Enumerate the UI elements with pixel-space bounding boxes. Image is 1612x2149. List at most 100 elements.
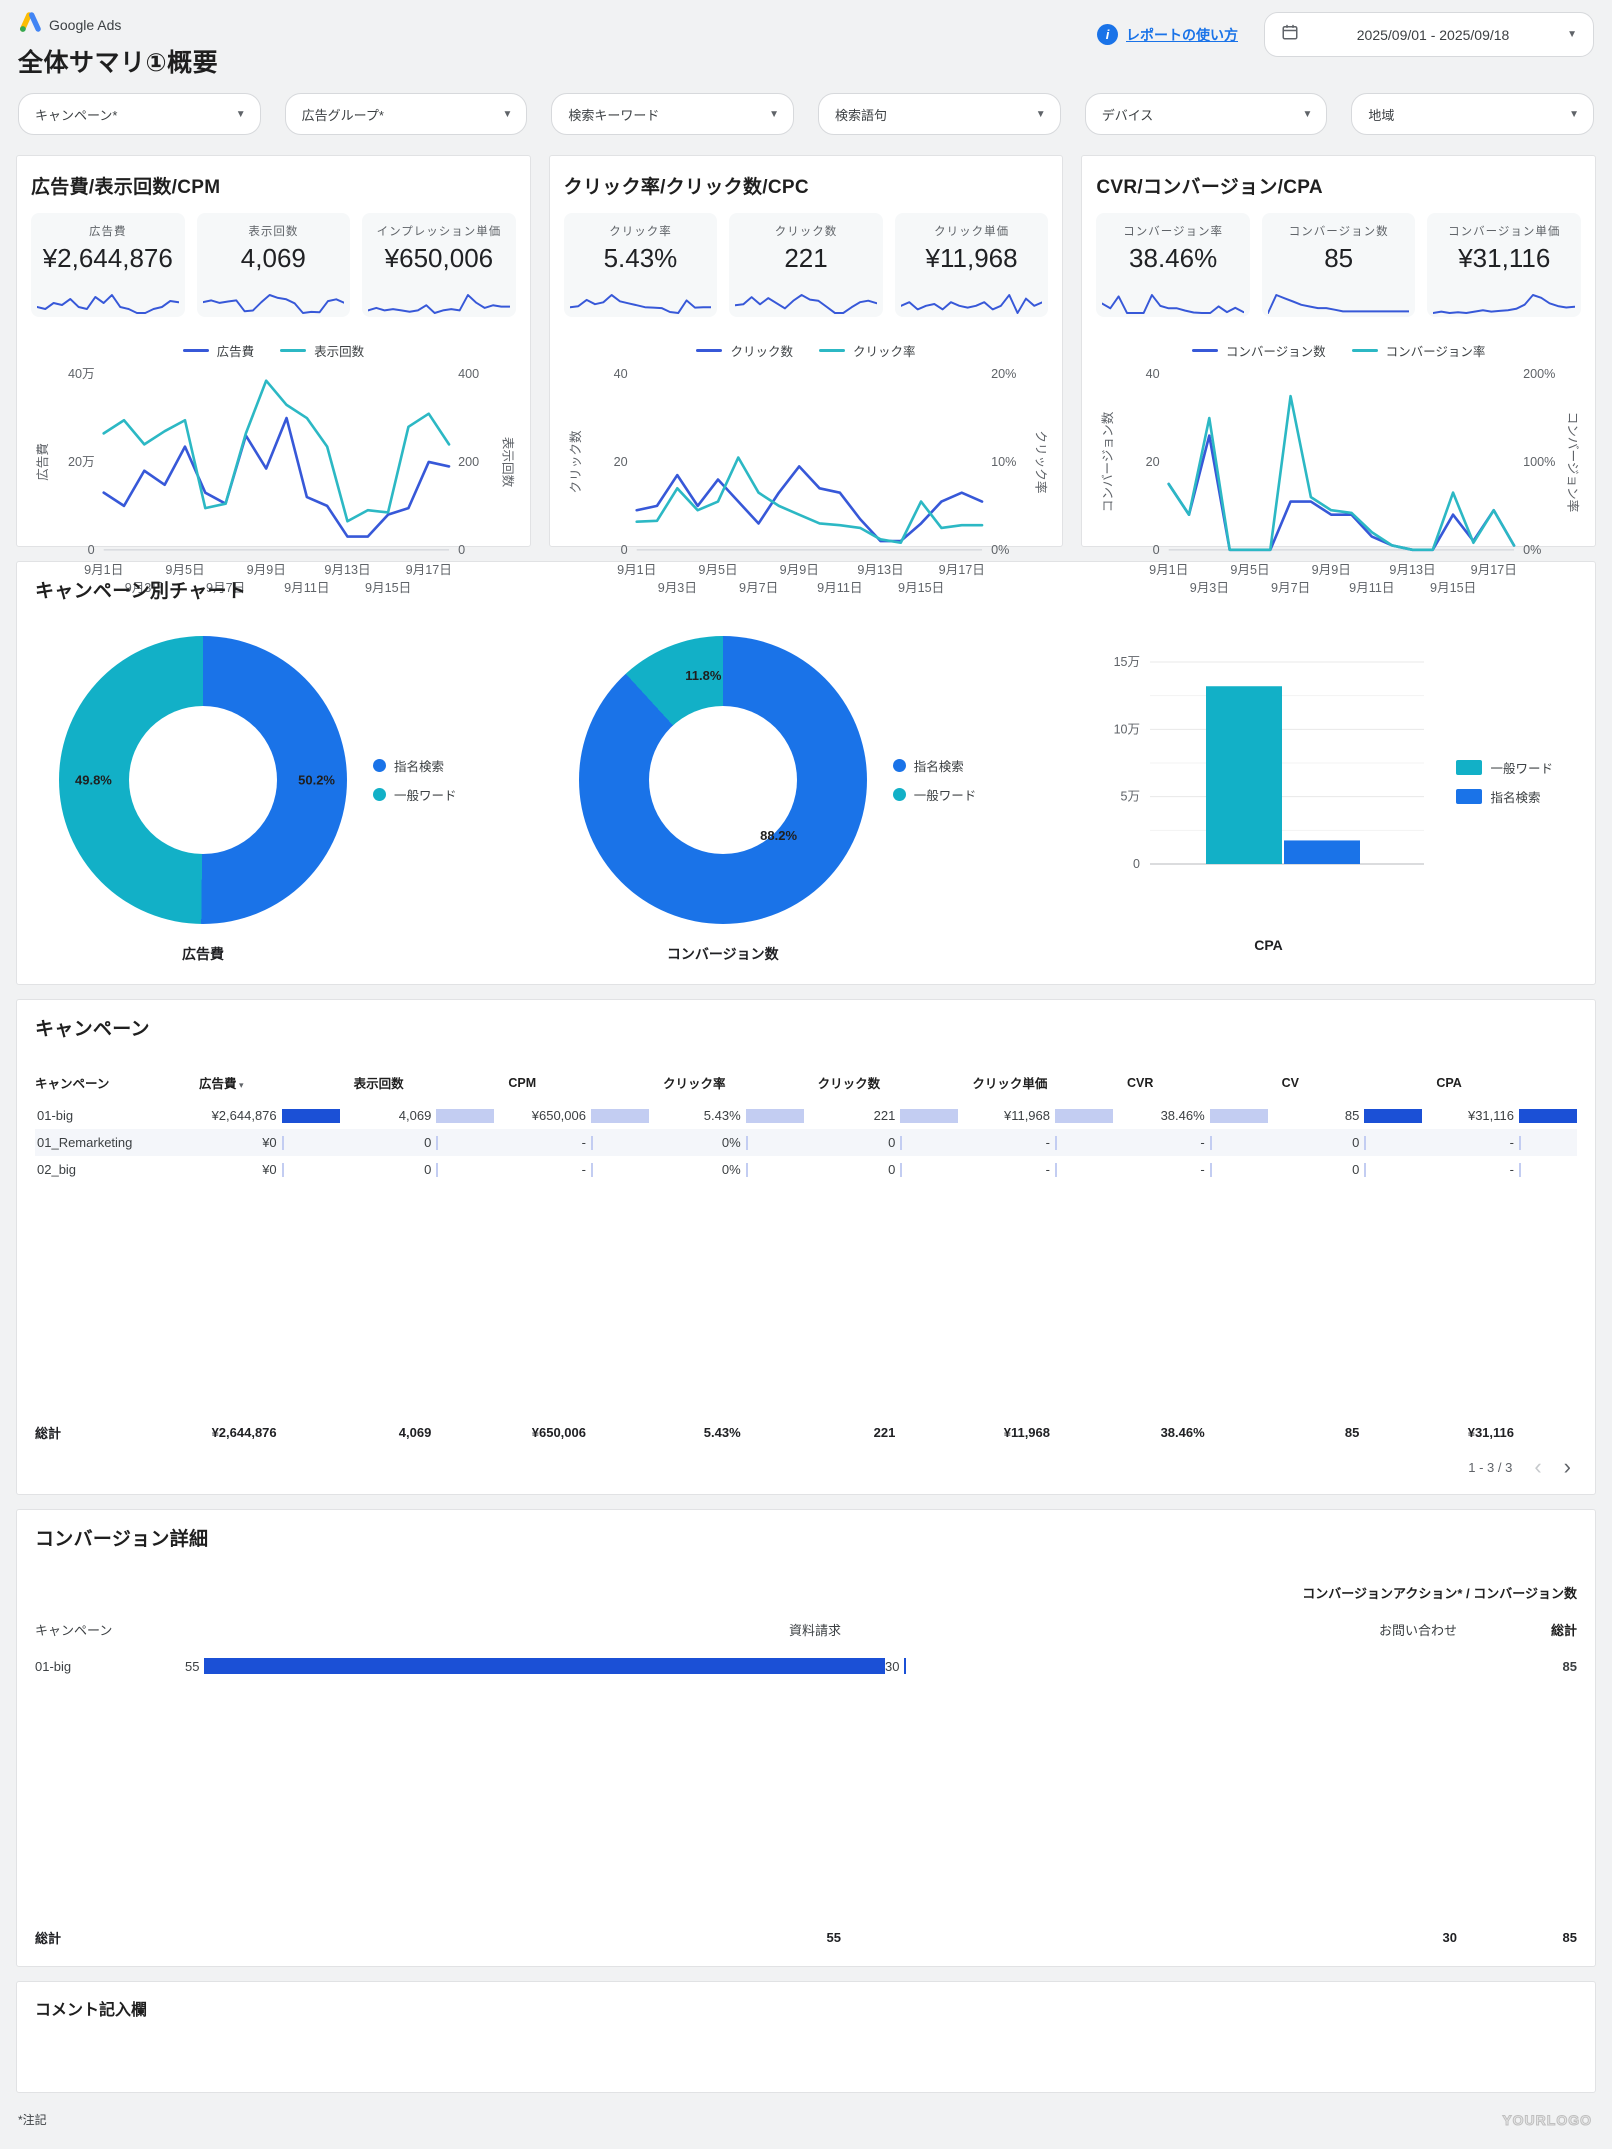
cell-bar	[900, 1108, 959, 1123]
column-header[interactable]: CPM	[508, 1075, 537, 1090]
donut-chart-ad-cost: 49.8% 50.2% 指名検索 一般ワード 広告費	[59, 635, 457, 964]
sparkline	[1102, 291, 1244, 317]
total-value: 5.43%	[703, 1424, 741, 1440]
svg-text:広告費: 広告費	[36, 443, 50, 481]
next-page-icon[interactable]: ›	[1563, 1454, 1571, 1479]
cell-bar	[1519, 1162, 1577, 1177]
overview-section: 広告費/表示回数/CPM 広告費 ¥2,644,876 表示回数 4,069 イ…	[16, 155, 1597, 595]
filter-search-keyword[interactable]: 検索キーワード ▼	[551, 93, 795, 135]
filter-region[interactable]: 地域 ▼	[1351, 93, 1595, 135]
cell-bar	[1364, 1162, 1422, 1177]
scorecard-ctr[interactable]: クリック率 5.43%	[563, 213, 718, 317]
column-header[interactable]: クリック数	[817, 1077, 881, 1091]
cell-bar	[1055, 1108, 1113, 1123]
conversion-detail-panel: コンバージョン詳細 コンバージョンアクション* / コンバージョン数 キャンペー…	[16, 1509, 1596, 1967]
legend-swatch	[182, 349, 209, 352]
column-header[interactable]: 広告費 ▾	[199, 1077, 244, 1091]
table-body: 01-big ¥2,644,876 4,069 ¥650,006 5.43% 221 ¥11…	[35, 1102, 1577, 1183]
filter-campaign[interactable]: キャンペーン* ▼	[18, 93, 261, 135]
column-header[interactable]: キャンペーン	[35, 1077, 110, 1091]
svg-text:0: 0	[88, 543, 95, 557]
cell-bar	[904, 1658, 1467, 1674]
filter-device[interactable]: デバイス ▼	[1084, 93, 1328, 135]
comment-panel[interactable]: コメント記入欄	[16, 1981, 1596, 2093]
scorecard-cvr[interactable]: コンバージョン率 38.46%	[1096, 213, 1250, 317]
svg-text:9月5日: 9月5日	[1231, 563, 1270, 577]
panel-title: CVR/コンバージョン/CPA	[1096, 177, 1323, 198]
cell-bar	[1055, 1162, 1113, 1177]
bar-legend: 一般ワード 指名検索	[1456, 758, 1553, 806]
line-chart-cvr-conversions[interactable]: 0 20 40 0% 100% 200% コンバージョン数 コンバージョン率 9月1日 9月3日 9…	[1096, 362, 1581, 605]
scorecard-cpc[interactable]: クリック単価 ¥11,968	[894, 213, 1049, 317]
scorecard-ad-cost[interactable]: 広告費 ¥2,644,876	[31, 213, 185, 317]
metric-cell: 0%	[649, 1135, 804, 1150]
cell-bar	[281, 1135, 340, 1150]
cell-bar	[281, 1108, 340, 1123]
calendar-icon	[1281, 23, 1299, 46]
scorecard-conversions[interactable]: コンバージョン数 85	[1261, 213, 1416, 317]
svg-text:9月7日: 9月7日	[1271, 581, 1310, 595]
sparkline	[900, 291, 1043, 317]
donut-ad-cost[interactable]: 49.8% 50.2%	[59, 635, 347, 924]
metric-cell: ¥11,968	[958, 1108, 1113, 1123]
svg-text:20%: 20%	[991, 367, 1016, 381]
cell-bar	[591, 1108, 649, 1123]
svg-text:表示回数: 表示回数	[501, 437, 515, 488]
total-value: ¥2,644,876	[211, 1424, 277, 1440]
column-header[interactable]: CVR	[1127, 1075, 1154, 1090]
column-header[interactable]: クリック単価	[972, 1077, 1048, 1091]
svg-text:9月3日: 9月3日	[657, 581, 696, 595]
cell-bar	[1364, 1108, 1423, 1123]
bar-chart-cpa: 0 5万 10万 15万 一般ワード 指名検索 CPA	[1098, 646, 1553, 953]
cell-bar	[745, 1162, 804, 1177]
svg-text:40万: 40万	[68, 367, 95, 381]
cpa-bar-chart[interactable]: 0 5万 10万 15万	[1098, 646, 1438, 917]
svg-text:コンバージョン数: コンバージョン数	[1101, 411, 1115, 512]
chart-legend: クリック数 クリック率	[564, 341, 1049, 360]
sparkline	[735, 291, 877, 317]
column-header[interactable]: 表示回数	[353, 1077, 404, 1091]
legend-swatch	[696, 349, 723, 352]
cell-bar	[1209, 1135, 1268, 1150]
cell-bar	[1055, 1135, 1113, 1150]
donut-conversions[interactable]: 11.8% 88.2%	[578, 635, 867, 924]
scorecard-impressions[interactable]: 表示回数 4,069	[196, 213, 351, 317]
cell-bar	[204, 1658, 885, 1674]
metric-cell: 4,069	[340, 1108, 495, 1123]
chevron-down-icon: ▼	[769, 108, 780, 120]
metric-cell: 221	[804, 1108, 959, 1123]
cell-bar	[281, 1162, 340, 1177]
chevron-down-icon: ▼	[1567, 29, 1577, 40]
filter-ad-group[interactable]: 広告グループ* ▼	[284, 93, 528, 135]
scorecard-clicks[interactable]: クリック数 221	[729, 213, 883, 317]
svg-text:9月15日: 9月15日	[1430, 581, 1476, 595]
sort-descending-icon: ▾	[236, 1080, 244, 1090]
svg-text:40: 40	[613, 367, 627, 381]
metric-cell: 0	[804, 1162, 959, 1177]
legend-swatch	[373, 787, 386, 801]
svg-text:200%: 200%	[1523, 367, 1555, 381]
filter-search-term[interactable]: 検索語句 ▼	[818, 93, 1061, 135]
svg-text:9月13日: 9月13日	[324, 563, 370, 577]
date-range-picker[interactable]: 2025/09/01 - 2025/09/18 ▼	[1264, 12, 1594, 57]
scorecard-cpa[interactable]: コンバージョン単価 ¥31,116	[1427, 213, 1582, 317]
report-help-link[interactable]: レポートの使い方	[1126, 26, 1238, 43]
help-link-group: i レポートの使い方	[1097, 24, 1238, 45]
panel-cvr-conversions-cpa: CVR/コンバージョン/CPA コンバージョン率 38.46% コンバージョン数…	[1081, 155, 1597, 595]
line-chart-ctr-clicks[interactable]: 0 20 40 0% 10% 20% クリック数 クリック率 9月1日 9月3日 9月5日 9月7日 9…	[564, 362, 1049, 605]
column-header[interactable]: クリック率	[663, 1077, 726, 1091]
metric-cell: -	[1422, 1162, 1577, 1177]
column-header[interactable]: CV	[1281, 1075, 1300, 1090]
column-header[interactable]: CPA	[1436, 1075, 1462, 1090]
cell-bar	[745, 1108, 804, 1123]
previous-page-icon[interactable]: ‹	[1534, 1454, 1542, 1479]
scorecard-cpm[interactable]: インプレッション単価 ¥650,006	[362, 213, 516, 317]
svg-text:クリック率: クリック率	[1033, 430, 1048, 493]
table-header-row: キャンペーン 広告費 ▾ 表示回数 CPM クリック率 クリック数 クリック単価 CVR CV C…	[35, 1067, 1577, 1102]
table-total-row: 総計 55 30 85	[35, 1929, 1577, 1946]
line-chart-cost-impressions[interactable]: 0 20万 40万 0 200 400 広告費 表示回数 9月1日 9月3日 9月5日 9月7日 9月9…	[31, 362, 516, 605]
chart-caption: コンバージョン数	[666, 945, 779, 962]
svg-text:9月3日: 9月3日	[1190, 581, 1229, 595]
panel-title: クリック率/クリック数/CPC	[563, 177, 809, 198]
info-icon[interactable]: i	[1097, 24, 1118, 45]
